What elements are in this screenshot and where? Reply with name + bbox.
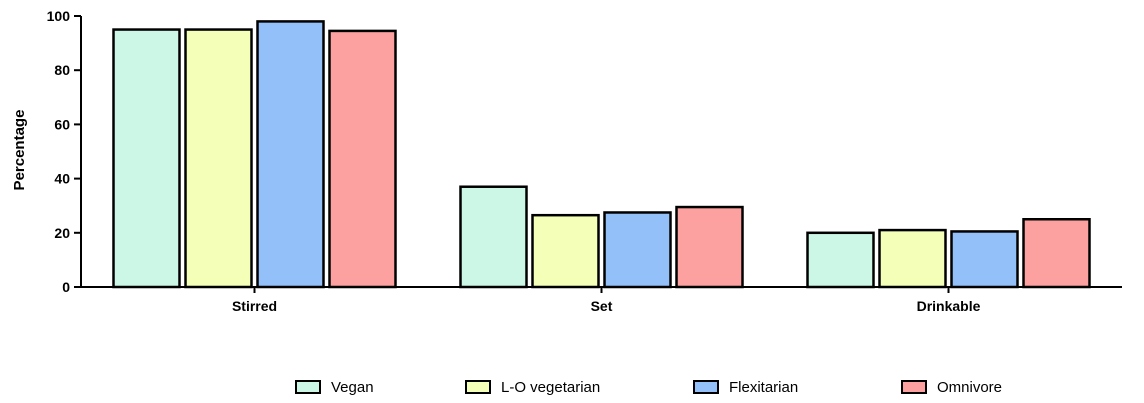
bars-group — [112, 20, 1091, 289]
legend-swatch — [465, 380, 491, 394]
bar-l-o-vegetarian-stirred — [184, 28, 253, 289]
bar-vegan-set — [459, 185, 528, 289]
y-tick-label: 80 — [54, 62, 70, 78]
legend-swatch — [295, 380, 321, 394]
bar-l-o-vegetarian-drinkable — [878, 228, 947, 289]
bar-omnivore-drinkable — [1022, 218, 1091, 289]
bar-vegan-stirred — [112, 28, 181, 289]
legend-label: L-O vegetarian — [501, 379, 600, 396]
bar-omnivore-set — [675, 205, 744, 289]
bar-flexitarian-set — [603, 211, 672, 289]
legend-swatch — [901, 380, 927, 394]
legend-label: Vegan — [331, 379, 374, 396]
y-tick-label: 20 — [54, 225, 70, 241]
x-category-label: Stirred — [232, 298, 277, 314]
y-tick-label: 0 — [62, 279, 70, 295]
x-categories-group: Stirred Set Drinkable — [232, 287, 981, 314]
x-category-label: Drinkable — [917, 298, 981, 314]
legend-label: Omnivore — [937, 379, 1002, 396]
y-tick-label: 100 — [47, 8, 71, 24]
y-axis-title: Percentage — [11, 110, 28, 191]
legend: Vegan L-O vegetarian Flexitarian Omnivore — [295, 379, 1002, 396]
y-ticks-group: 0 20 40 60 80 100 — [47, 8, 81, 295]
y-tick-label: 40 — [54, 171, 70, 187]
y-tick-label: 60 — [54, 116, 70, 132]
bar-flexitarian-drinkable — [950, 230, 1019, 289]
legend-label: Flexitarian — [729, 379, 798, 396]
legend-swatch — [693, 380, 719, 394]
bar-flexitarian-stirred — [256, 20, 325, 289]
bar-omnivore-stirred — [328, 29, 397, 289]
x-category-label: Set — [591, 298, 613, 314]
bar-vegan-drinkable — [806, 231, 875, 289]
bar-l-o-vegetarian-set — [531, 213, 600, 289]
